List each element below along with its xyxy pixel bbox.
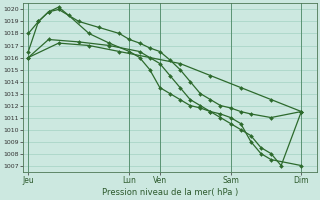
X-axis label: Pression niveau de la mer( hPa ): Pression niveau de la mer( hPa ) xyxy=(102,188,238,197)
